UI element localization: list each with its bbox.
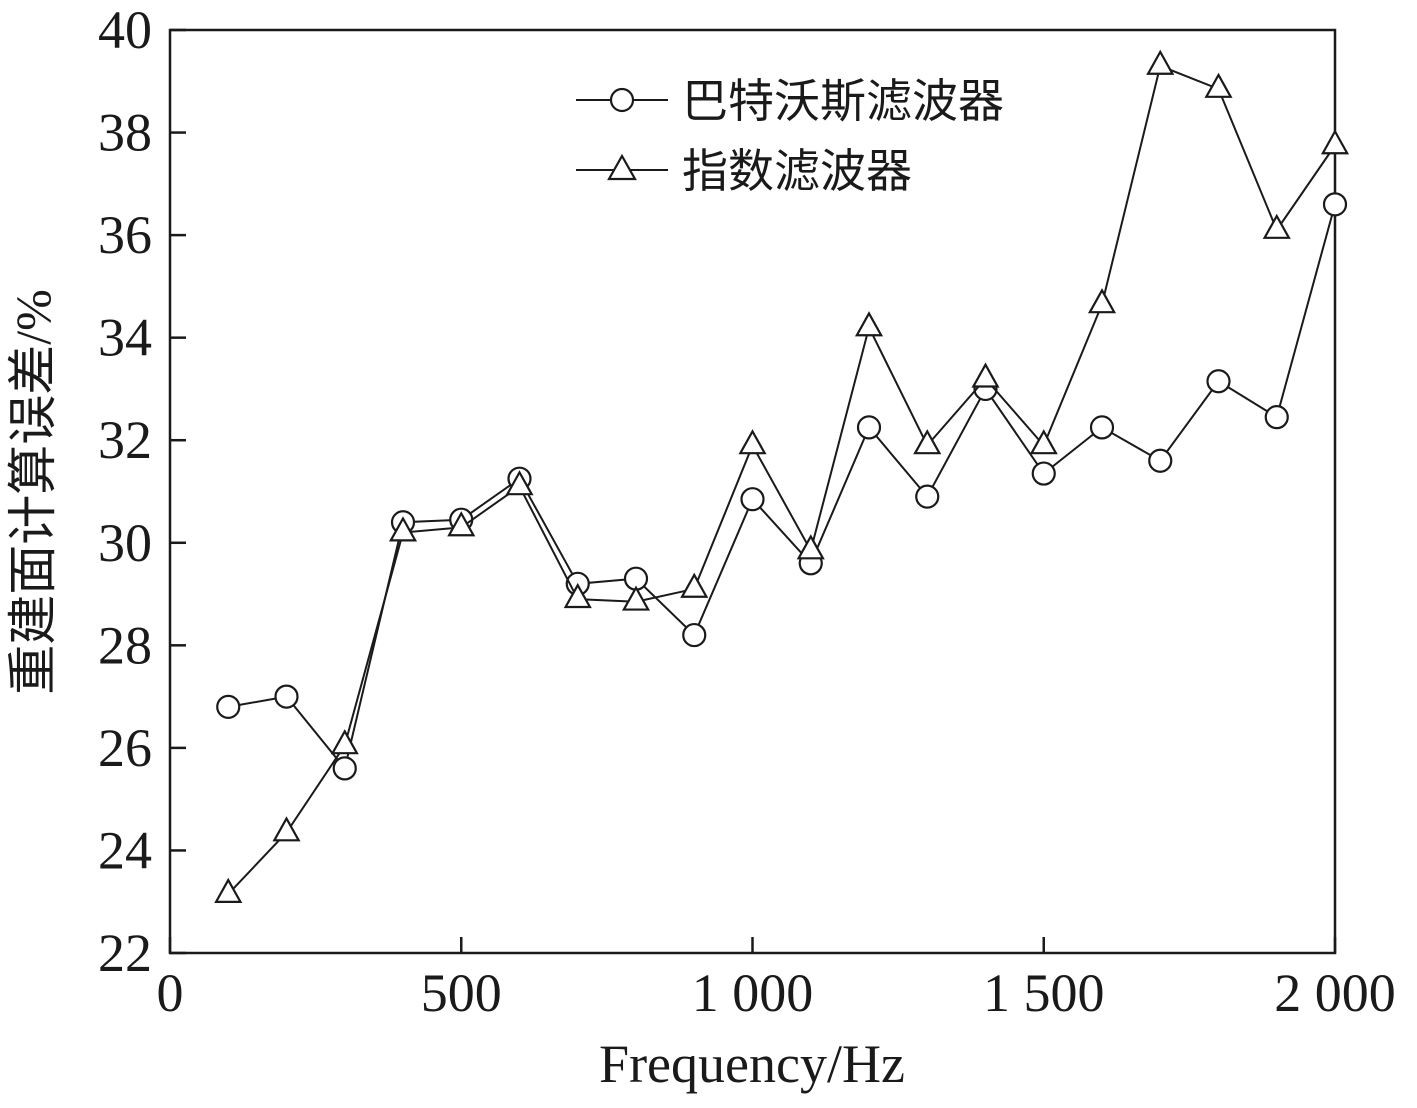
legend-item-butterworth: 巴特沃斯滤波器 <box>576 76 1004 127</box>
data-point-circle <box>1148 448 1173 473</box>
y-tick-label: 24 <box>98 820 152 880</box>
y-tick-label: 38 <box>98 103 152 163</box>
data-point-triangle <box>1029 429 1058 455</box>
data-point-circle <box>1322 192 1348 217</box>
data-point-circle <box>682 622 707 648</box>
x-tick-label: 1 000 <box>692 963 814 1023</box>
data-point-triangle <box>1204 72 1233 98</box>
x-tick-label: 500 <box>421 963 502 1023</box>
legend-item-exponential: 指数滤波器 <box>576 146 912 197</box>
data-point-circle <box>1031 461 1056 486</box>
y-tick-label: 36 <box>98 205 152 265</box>
y-tick-label: 32 <box>98 410 152 470</box>
x-tick-label: 1 500 <box>983 963 1105 1023</box>
data-point-triangle <box>854 311 884 337</box>
y-tick-label: 34 <box>98 308 152 368</box>
data-point-triangle <box>447 511 476 537</box>
data-point-circle <box>1264 405 1289 430</box>
triangle-marker-icon <box>607 153 637 181</box>
data-point-circle <box>740 487 765 512</box>
data-point-circle <box>1206 369 1231 394</box>
legend-label-butterworth: 巴特沃斯滤波器 <box>682 76 1004 127</box>
series-line-0 <box>228 204 1336 771</box>
circle-marker-icon <box>609 87 635 113</box>
x-axis-title: Frequency/Hz <box>599 1034 905 1094</box>
data-point-circle <box>332 756 357 781</box>
data-point-triangle <box>738 429 767 455</box>
data-point-triangle <box>796 534 825 560</box>
legend: 巴特沃斯滤波器 指数滤波器 <box>576 76 1004 197</box>
y-tick-label: 26 <box>98 718 152 778</box>
data-point-triangle <box>214 877 243 903</box>
y-tick-label: 28 <box>98 615 152 675</box>
data-point-triangle <box>1320 129 1350 155</box>
data-point-triangle <box>505 470 534 496</box>
data-point-circle <box>1089 415 1115 440</box>
data-point-circle <box>915 484 940 509</box>
y-tick-label: 30 <box>98 513 152 573</box>
data-point-triangle <box>1146 49 1175 75</box>
data-point-triangle <box>330 729 359 755</box>
data-point-triangle <box>680 572 709 598</box>
y-axis-title: 重建面计算误差/% <box>5 289 61 695</box>
plot-area: 0 500 1 000 1 500 2 000 22 24 26 28 30 32 34 36 38 40 <box>98 0 1396 1023</box>
data-point-triangle <box>971 362 1000 388</box>
data-point-triangle <box>1087 288 1117 314</box>
legend-label-exponential: 指数滤波器 <box>682 146 912 197</box>
y-tick-label: 40 <box>98 0 152 60</box>
data-point-triangle <box>388 516 418 542</box>
data-point-circle <box>274 684 299 709</box>
data-point-triangle <box>272 816 301 842</box>
data-point-triangle <box>563 582 592 609</box>
data-point-circle <box>856 415 882 440</box>
y-tick-label: 22 <box>98 923 152 983</box>
data-point-circle <box>216 694 241 719</box>
x-tick-label: 0 <box>157 963 184 1023</box>
data-point-triangle <box>913 429 942 455</box>
data-point-triangle <box>621 585 651 611</box>
series-line-1 <box>227 64 1336 895</box>
data-point-triangle <box>1262 213 1291 239</box>
x-tick-label: 2 000 <box>1274 963 1396 1023</box>
